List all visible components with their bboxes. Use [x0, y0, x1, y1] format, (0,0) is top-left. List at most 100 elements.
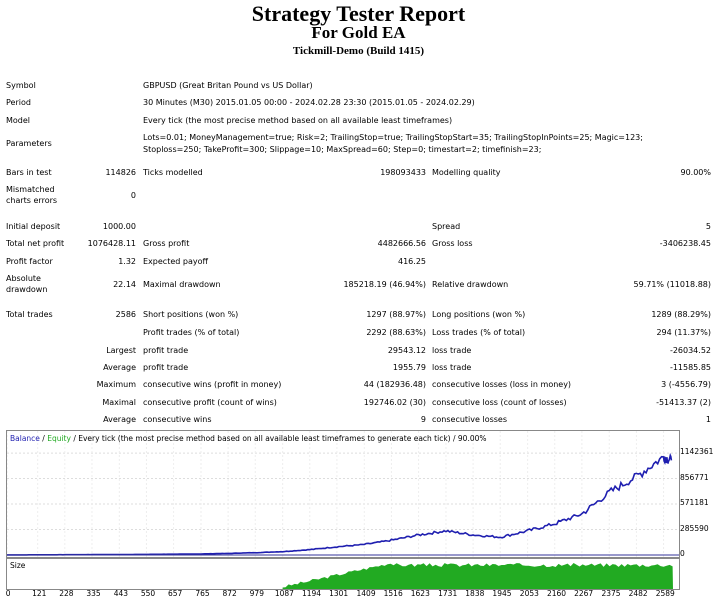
balance-series-line — [7, 452, 673, 556]
largest-loss-label: loss trade — [432, 346, 472, 355]
avg-losses-label: consecutive losses — [432, 415, 508, 424]
spread-label: Spread — [432, 222, 461, 231]
x-tick-label: 0 — [5, 589, 11, 598]
size-label: Size — [10, 561, 26, 570]
legend-balance: Balance — [10, 434, 40, 443]
deposit-value: 1000.00 — [102, 222, 136, 231]
profit-factor-value: 1.32 — [118, 257, 136, 266]
average-consecutive-label: Average — [103, 415, 136, 424]
model-value: Every tick (the most precise method base… — [143, 116, 453, 125]
y-tick-label: 856771 — [680, 472, 709, 482]
bars-label: Bars in test — [6, 168, 52, 177]
gross-profit-label: Gross profit — [143, 239, 190, 248]
long-positions-label: Long positions (won %) — [432, 310, 526, 319]
size-area — [282, 563, 673, 589]
deposit-label: Initial deposit — [6, 222, 61, 231]
maximal-loss-value: -51413.37 (2) — [656, 398, 711, 407]
report-subtitle: For Gold EA — [311, 23, 406, 42]
x-tick-label: 2589 — [655, 589, 675, 598]
x-tick-label: 1623 — [410, 589, 430, 598]
mismatch-label-2: charts errors — [6, 196, 58, 205]
short-positions-value: 1297 (88.97%) — [366, 310, 426, 319]
net-profit-value: 1076428.11 — [87, 239, 136, 248]
absolute-drawdown-value: 22.14 — [113, 280, 136, 289]
legend-separator: / — [39, 434, 48, 443]
quality-label: Modelling quality — [432, 168, 501, 177]
average-label: Average — [103, 363, 136, 372]
avg-wins-label: consecutive wins — [143, 415, 212, 424]
report-title: Strategy Tester Report — [251, 1, 466, 26]
maximal-label: Maximal — [102, 398, 136, 407]
expected-payoff-label: Expected payoff — [143, 257, 208, 266]
ticks-label: Ticks modelled — [143, 168, 203, 177]
x-tick-label: 2160 — [546, 589, 567, 598]
gross-profit-value: 4482666.56 — [377, 239, 426, 248]
x-tick-label: 1516 — [383, 589, 403, 598]
max-losses-value: 3 (-4556.79) — [661, 380, 711, 389]
maximal-profit-value: 192746.02 (30) — [363, 398, 426, 407]
x-tick-label: 872 — [222, 589, 237, 598]
max-wins-label: consecutive wins (profit in money) — [143, 380, 282, 389]
x-tick-label: 1838 — [465, 589, 485, 598]
x-tick-label: 1301 — [329, 589, 349, 598]
ticks-value: 198093433 — [380, 168, 426, 177]
maximal-drawdown-value: 185218.19 (46.94%) — [343, 280, 426, 289]
parameters-line-2: Stoploss=250; TakeProfit=300; Slippage=1… — [143, 145, 542, 154]
y-tick-label: 0 — [680, 549, 685, 558]
average-loss-value: -11585.85 — [669, 363, 711, 372]
quality-value: 90.00% — [680, 168, 711, 177]
size-canvas — [282, 563, 673, 589]
largest-profit-value: 29543.12 — [387, 346, 426, 355]
max-wins-value: 44 (182936.48) — [363, 380, 426, 389]
expected-payoff-value: 416.25 — [398, 257, 426, 266]
long-positions-value: 1289 (88.29%) — [651, 310, 711, 319]
profit-trades-label: Profit trades (% of total) — [143, 328, 240, 337]
x-tick-label: 335 — [86, 589, 101, 598]
x-tick-label: 2375 — [601, 589, 621, 598]
x-tick-label: 657 — [168, 589, 183, 598]
symbol-label: Symbol — [6, 81, 36, 90]
short-positions-label: Short positions (won %) — [143, 310, 239, 319]
maximum-label: Maximum — [96, 380, 136, 389]
x-tick-label: 1087 — [274, 589, 294, 598]
x-tick-label: 1194 — [301, 589, 322, 598]
x-tick-label: 765 — [195, 589, 210, 598]
relative-drawdown-value: 59.71% (11018.88) — [633, 280, 711, 289]
x-tick-label: 550 — [140, 589, 156, 598]
gross-loss-label: Gross loss — [432, 239, 473, 248]
profit-factor-label: Profit factor — [6, 257, 53, 266]
balance-chart-canvas — [7, 431, 679, 557]
x-tick-label: 443 — [113, 589, 129, 598]
report-server: Tickmill-Demo (Build 1415) — [292, 45, 425, 57]
x-tick-label: 2267 — [574, 589, 594, 598]
profit-trades-value: 2292 (88.63%) — [366, 328, 426, 337]
average-profit-value: 1955.79 — [392, 363, 426, 372]
x-tick-label: 979 — [249, 589, 264, 598]
largest-label: Largest — [106, 346, 136, 355]
chart-legend: Balance / Equity / Every tick (the most … — [10, 434, 487, 443]
gross-loss-value: -3406238.45 — [659, 239, 711, 248]
largest-profit-label: profit trade — [143, 346, 189, 355]
loss-trades-label: Loss trades (% of total) — [432, 328, 526, 337]
parameters-label: Parameters — [6, 139, 52, 148]
mismatch-label-1: Mismatched — [6, 185, 55, 194]
relative-drawdown-label: Relative drawdown — [432, 280, 509, 289]
y-tick-label: 1142361 — [680, 447, 714, 457]
x-tick-label: 1409 — [356, 589, 376, 598]
maximal-drawdown-label: Maximal drawdown — [143, 280, 221, 289]
max-losses-label: consecutive losses (loss in money) — [432, 380, 572, 389]
period-value: 30 Minutes (M30) 2015.01.05 00:00 - 2024… — [143, 98, 475, 107]
largest-loss-value: -26034.52 — [669, 346, 711, 355]
y-tick-label: 285590 — [680, 523, 709, 533]
total-trades-label: Total trades — [6, 310, 53, 319]
x-tick-label: 228 — [59, 589, 74, 598]
avg-wins-value: 9 — [420, 415, 426, 424]
model-label: Model — [6, 116, 31, 125]
x-tick-label: 2053 — [519, 589, 539, 598]
x-tick-label: 1731 — [438, 589, 458, 598]
avg-losses-value: 1 — [705, 415, 711, 424]
symbol-value: GBPUSD (Great Britan Pound vs US Dollar) — [143, 81, 313, 90]
balance-chart: Balance / Equity / Every tick (the most … — [6, 430, 680, 558]
x-tick-label: 2482 — [628, 589, 648, 598]
legend-description: / Every tick (the most precise method ba… — [70, 434, 487, 443]
